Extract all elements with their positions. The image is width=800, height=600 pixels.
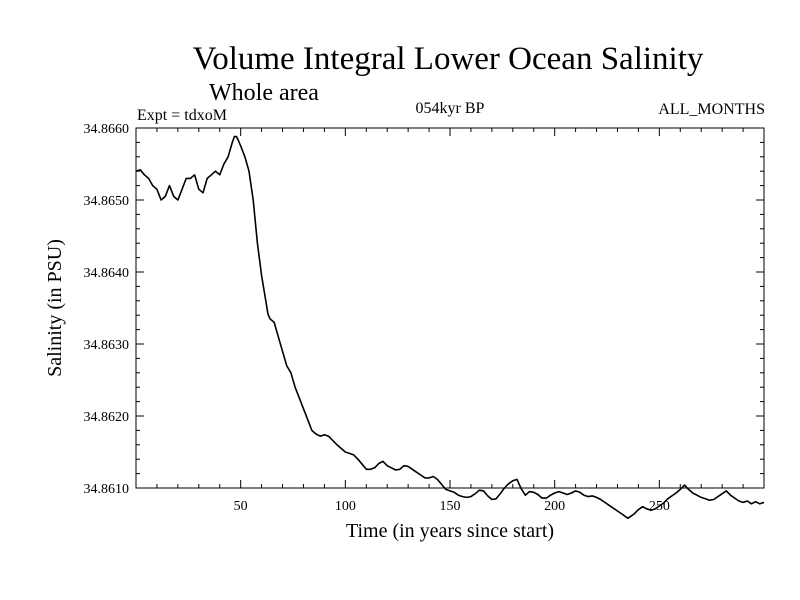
x-tick-label: 200 <box>544 499 565 514</box>
chart-title: Volume Integral Lower Ocean Salinity <box>193 41 704 77</box>
y-tick-label: 34.8640 <box>84 266 130 281</box>
x-axis-label: Time (in years since start) <box>346 520 554 542</box>
chart-subtitle: Whole area <box>209 80 319 106</box>
tick-marks <box>136 128 764 488</box>
salinity-series-line <box>135 135 765 519</box>
period-label: 054kyr BP <box>416 100 485 117</box>
y-tick-label: 34.8620 <box>84 410 130 425</box>
experiment-label: Expt = tdxoM <box>137 107 227 124</box>
months-label: ALL_MONTHS <box>658 101 765 118</box>
y-tick-labels: 34.8610 34.8620 34.8630 34.8640 34.8650 34.86… <box>84 122 130 497</box>
y-tick-label: 34.8660 <box>84 122 130 137</box>
x-tick-label: 150 <box>440 499 461 514</box>
y-tick-label: 34.8610 <box>84 482 130 497</box>
y-tick-label: 34.8630 <box>84 338 130 353</box>
y-tick-label: 34.8650 <box>84 194 130 209</box>
x-tick-label: 50 <box>234 499 248 514</box>
x-tick-label: 100 <box>335 499 356 514</box>
plot-frame <box>135 127 765 489</box>
y-axis-label: Salinity (in PSU) <box>44 239 66 377</box>
